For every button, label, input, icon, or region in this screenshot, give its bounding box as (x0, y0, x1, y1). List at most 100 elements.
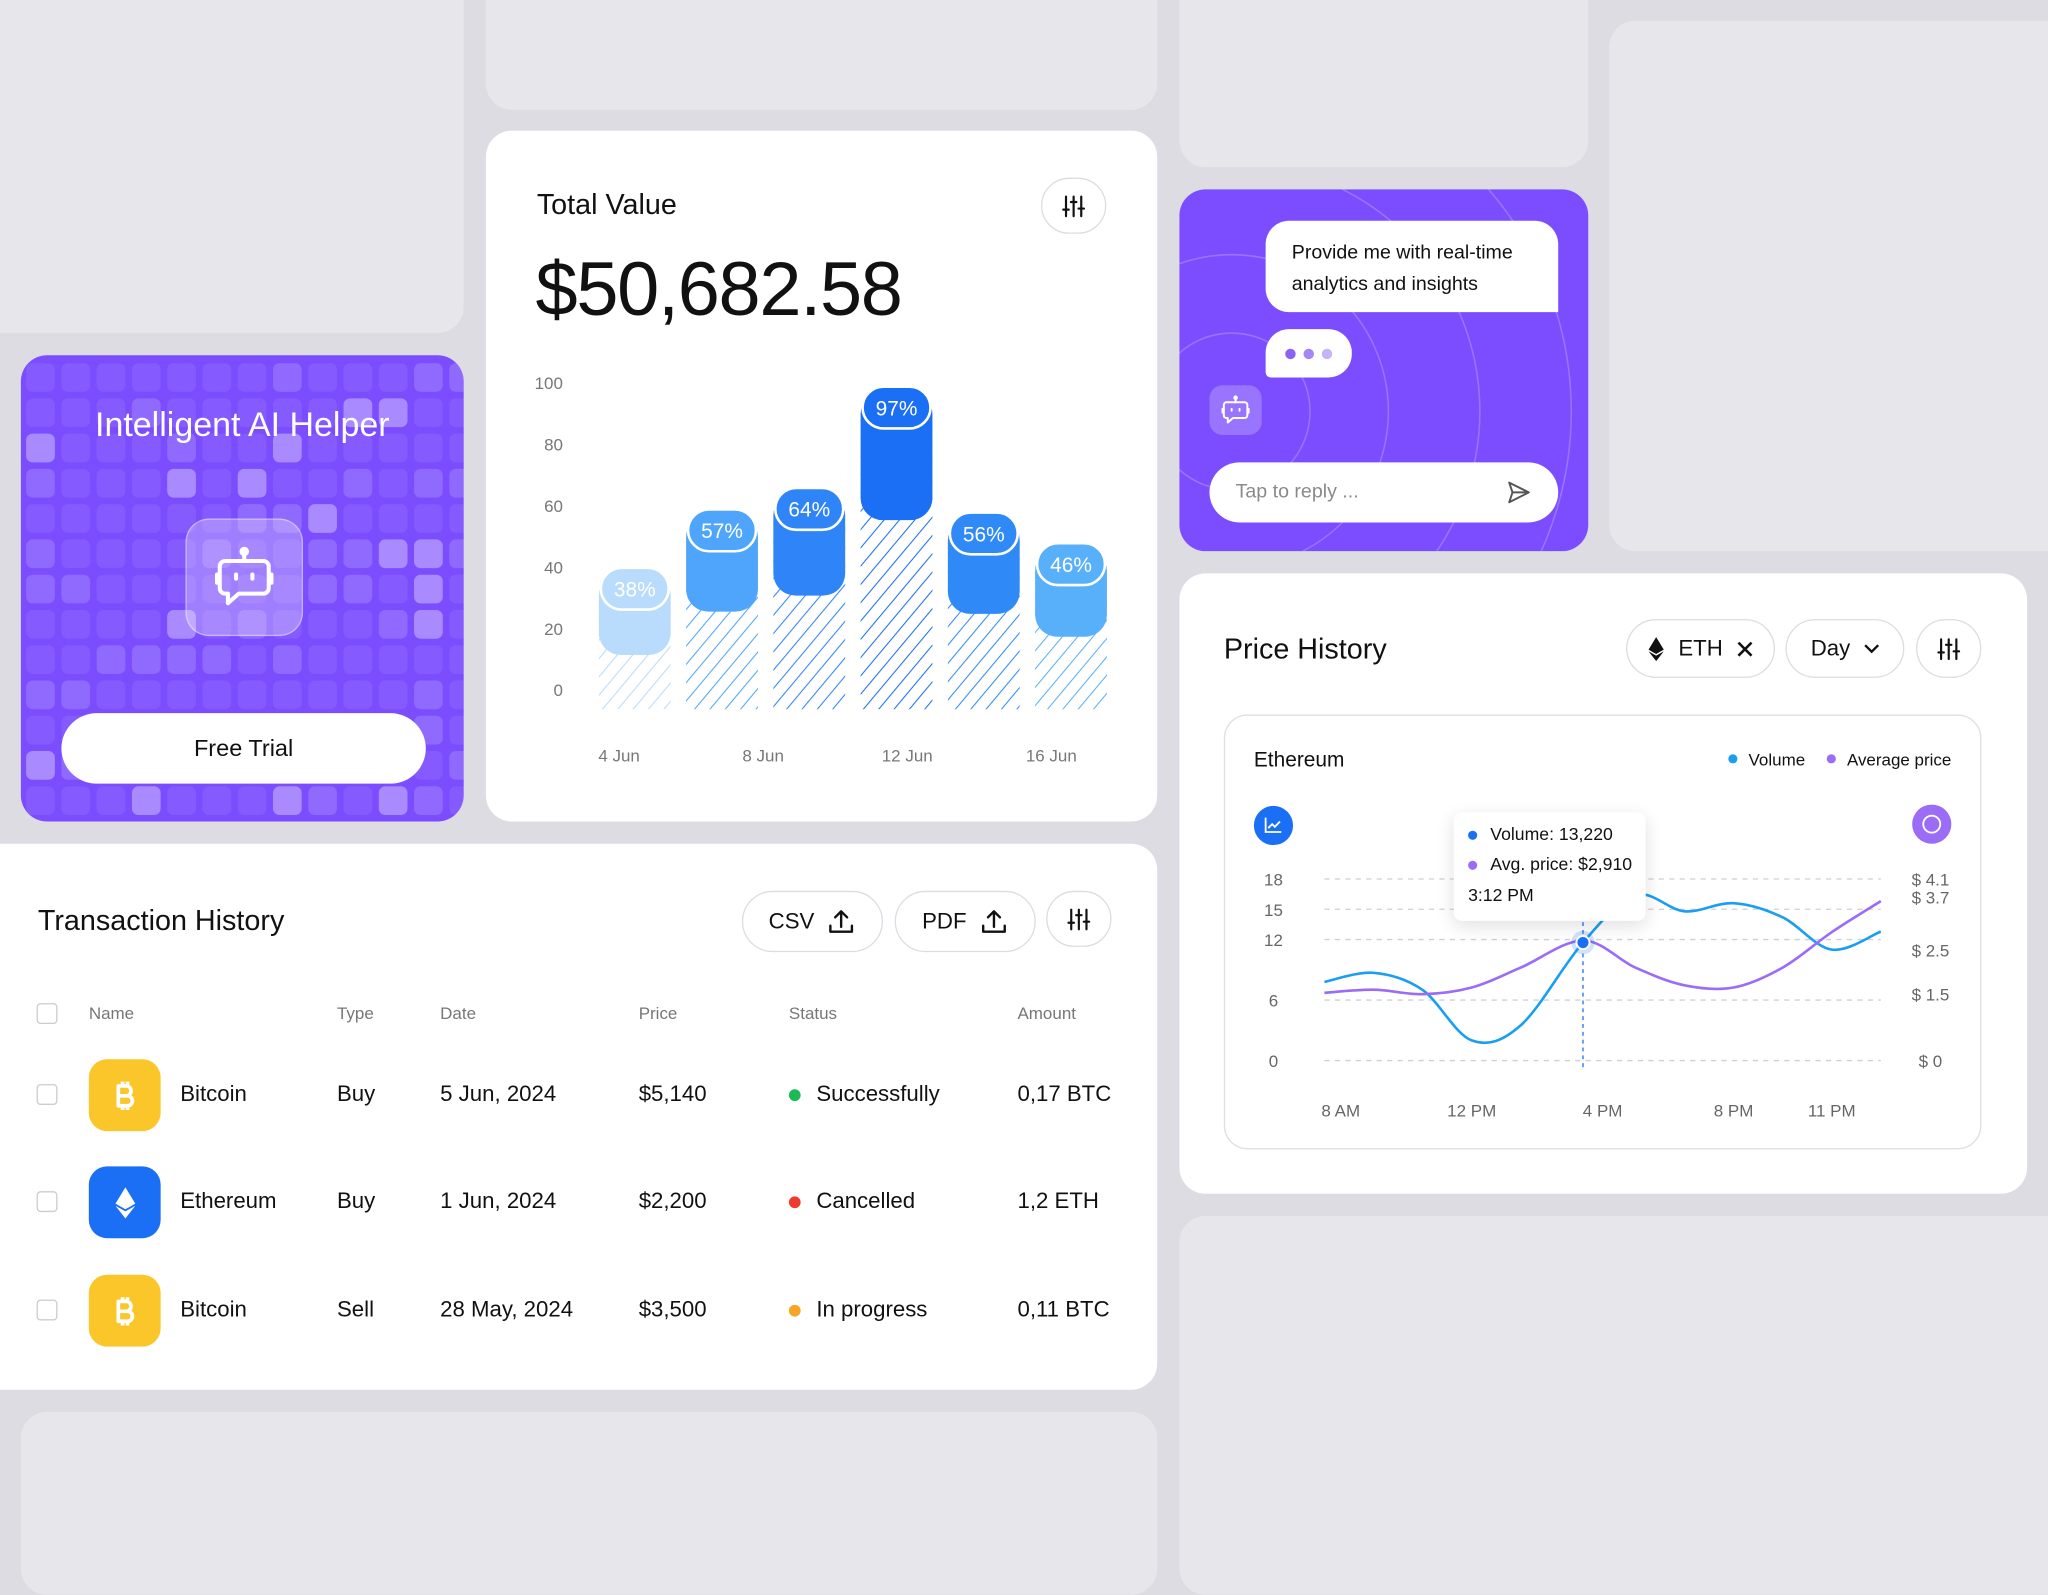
value-label: 56% (963, 523, 1005, 546)
value-label: 46% (1050, 554, 1092, 577)
y2-tick-label: $ 3.7 (1912, 888, 1950, 907)
pattern-tile (414, 680, 443, 710)
pattern-tile (414, 433, 443, 463)
pattern-tile (378, 539, 408, 569)
pattern-tile (449, 539, 464, 569)
pattern-tile (308, 680, 337, 710)
reply-input[interactable]: Tap to reply ... (1209, 462, 1559, 523)
y2-tick-label: $ 1.5 (1912, 986, 1950, 1005)
pattern-tile (61, 433, 91, 463)
pattern-tile (378, 609, 408, 639)
pattern-tile (237, 680, 267, 710)
checkbox[interactable] (36, 1191, 58, 1213)
cell: 28 May, 2024 (440, 1296, 574, 1322)
eth-icon (1648, 636, 1664, 661)
tooltip: Volume: 13,220 Avg. price: $2,910 3:12 P… (1453, 812, 1646, 921)
remove-icon[interactable] (1736, 639, 1754, 657)
pattern-tile (414, 504, 443, 533)
pattern-tile (26, 504, 55, 533)
cell: 0,11 BTC (1017, 1296, 1110, 1322)
pattern-tile (131, 504, 161, 533)
x-tick-label: 8 Jun (742, 746, 784, 765)
asset-label: ETH (1678, 635, 1723, 661)
pattern-tile (378, 504, 408, 533)
tooltip-line: Volume: 13,220 (1490, 824, 1613, 844)
pattern-tile (26, 786, 55, 816)
legend-label: Average price (1847, 750, 1951, 769)
pattern-tile (26, 574, 55, 604)
highlight-point (1575, 935, 1591, 951)
status-dot (788, 1304, 801, 1317)
pattern-tile (272, 363, 302, 392)
pattern-tile (308, 433, 337, 463)
checkbox[interactable] (36, 1299, 58, 1321)
pattern-tile (272, 680, 302, 710)
pattern-tile (343, 504, 373, 533)
export-button[interactable]: CSV (741, 890, 883, 953)
pattern-tile (61, 574, 91, 604)
pattern-tile (237, 609, 267, 639)
cell: $3,500 (638, 1296, 707, 1322)
period-selector[interactable]: Day (1785, 619, 1905, 678)
tooltip-line: Avg. price: $2,910 (1490, 854, 1633, 874)
legend-dot (1728, 754, 1738, 764)
pattern-tile (308, 609, 337, 639)
x-tick-label: 16 Jun (1026, 746, 1077, 765)
pattern-tile (96, 363, 126, 392)
checkbox[interactable] (36, 1084, 58, 1105)
pattern-tile (61, 363, 91, 392)
pattern-tile (26, 645, 55, 674)
export-button[interactable]: PDF (894, 890, 1036, 953)
asset-selector[interactable]: ETH (1626, 619, 1776, 678)
pattern-tile (61, 645, 91, 674)
filter-button[interactable] (1046, 890, 1112, 947)
pattern-tile (308, 539, 337, 569)
pattern-tile (237, 468, 267, 498)
y-tick-label: 40 (544, 558, 563, 577)
pattern-tile (202, 680, 232, 710)
free-trial-button[interactable]: Free Trial (61, 713, 426, 784)
coin-icon (88, 1059, 161, 1132)
pattern-tile (96, 680, 126, 710)
pattern-tile (167, 539, 196, 569)
filter-button[interactable] (1916, 619, 1982, 678)
pattern-tile (414, 786, 443, 816)
pattern-tile (96, 468, 126, 498)
chat-message: Provide me with real-time analytics and … (1265, 220, 1559, 313)
volume-axis-glyph (1264, 817, 1282, 833)
legend-dot (1826, 754, 1836, 764)
x-tick-label: 12 PM (1447, 1102, 1496, 1121)
pattern-tile (378, 433, 408, 463)
ai-title: Intelligent AI Helper (95, 404, 390, 445)
typing-dot (1285, 348, 1296, 359)
checkbox[interactable] (36, 1003, 58, 1024)
pattern-tile (202, 539, 232, 569)
y2-tick-label: $ 0 (1919, 1052, 1943, 1071)
pattern-tile (237, 504, 267, 533)
pattern-tile (131, 539, 161, 569)
pattern-tile (308, 574, 337, 604)
pattern-tile (343, 574, 373, 604)
pattern-tile (378, 398, 408, 428)
pattern-tile (272, 539, 302, 569)
cell: Cancelled (816, 1188, 916, 1214)
pattern-tile (26, 363, 55, 392)
send-icon[interactable] (1506, 479, 1532, 505)
pattern-tile (343, 680, 373, 710)
value-pill (948, 511, 1020, 556)
period-label: Day (1810, 635, 1851, 661)
pattern-tile (414, 574, 443, 604)
value-label: 38% (614, 579, 656, 602)
coin-icon (88, 1166, 161, 1239)
pattern-tile (202, 786, 232, 816)
pattern-tile (167, 645, 196, 674)
typing-dot (1321, 348, 1333, 359)
pattern-tile (61, 468, 91, 498)
pattern-tile (414, 468, 443, 498)
x-tick-label: 11 PM (1808, 1102, 1856, 1121)
typing-indicator (1265, 329, 1352, 378)
column-header: Date (440, 1003, 477, 1023)
filter-button[interactable] (1040, 177, 1107, 234)
pattern-tile (26, 398, 55, 428)
